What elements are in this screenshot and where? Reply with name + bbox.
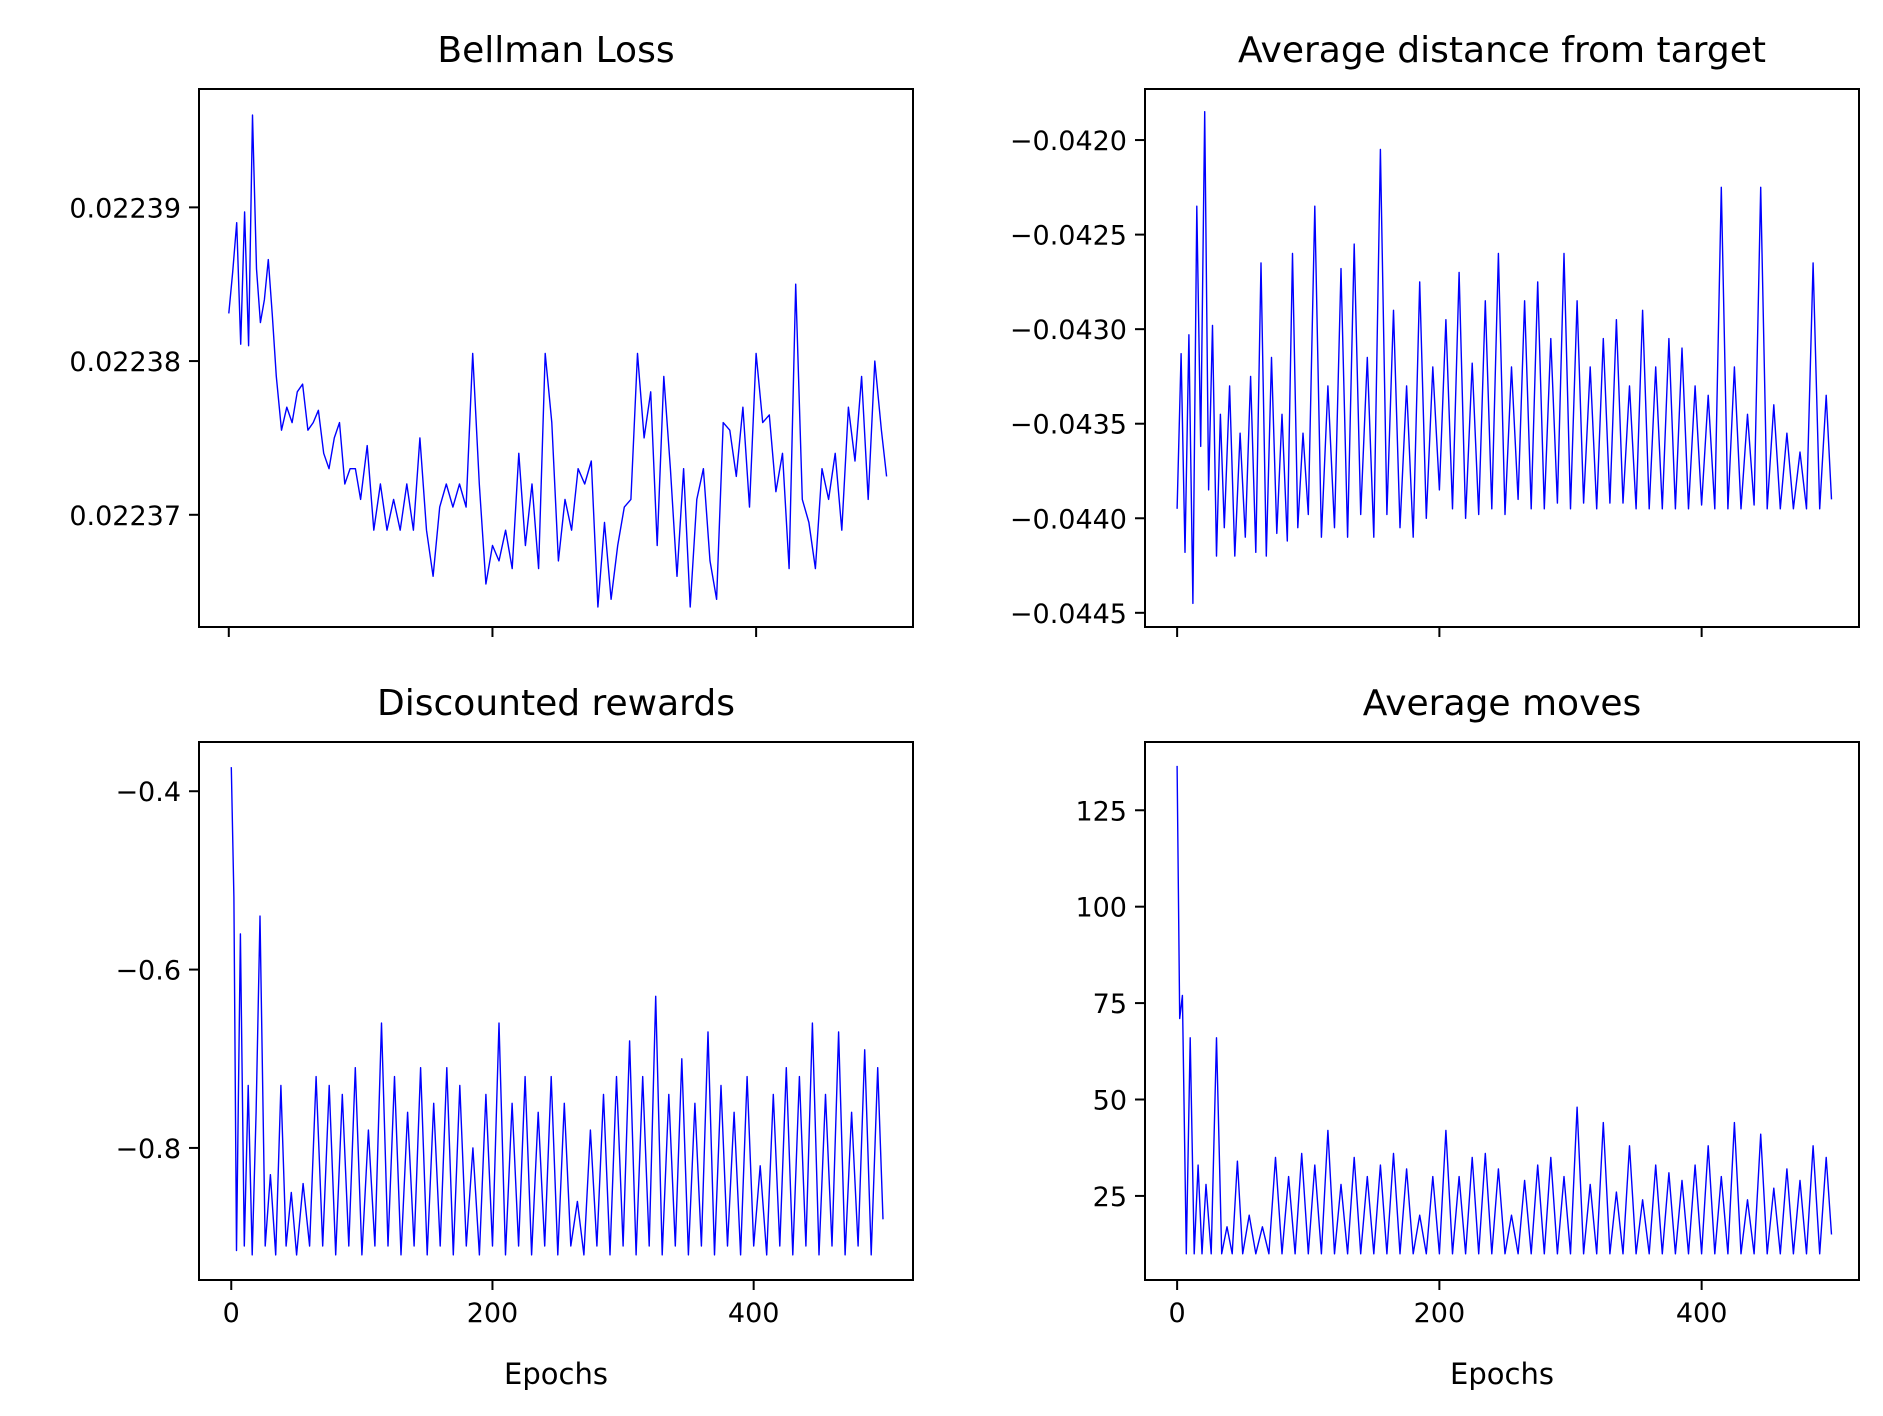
x-tick-label: 0 [223, 1298, 240, 1329]
series-line [1176, 110, 1833, 605]
plot-area-frame [1144, 741, 1860, 1281]
series-line [228, 114, 888, 608]
y-tick-label: −0.0425 [1010, 221, 1127, 252]
y-tick-label: 0.02237 [69, 501, 181, 532]
x-axis-label: Epochs [1450, 1357, 1554, 1391]
x-axis-label: Epochs [504, 1357, 608, 1391]
plot-area-frame [198, 741, 914, 1281]
panel-average-distance: Average distance from target −0.0445 −0.0… [1010, 30, 1860, 637]
x-tick-label: 200 [467, 1298, 519, 1329]
plot-area-frame [1144, 88, 1860, 628]
y-tick-label: −0.0445 [1010, 599, 1127, 630]
y-tick-label: 25 [1093, 1182, 1127, 1213]
y-tick-label: −0.6 [115, 956, 181, 987]
chart-title: Bellman Loss [437, 30, 674, 71]
panel-discounted-rewards: Discounted rewards Epochs 0 200 400 −0.8 −0.… [115, 683, 914, 1391]
y-tick-label: 50 [1093, 1086, 1127, 1117]
y-tick-label: −0.0430 [1010, 315, 1127, 346]
series-line [230, 767, 884, 1256]
series-line [1176, 765, 1833, 1255]
x-tick-label: 400 [1676, 1298, 1728, 1329]
y-tick-label: −0.4 [115, 777, 181, 808]
panel-bellman-loss: Bellman Loss 0.02237 0.02238 0.02239 [69, 30, 914, 637]
x-tick-label: 0 [1169, 1298, 1186, 1329]
x-tick-label: 200 [1414, 1298, 1466, 1329]
y-tick-label: −0.0420 [1010, 126, 1127, 157]
chart-title: Average moves [1363, 683, 1642, 724]
y-tick-label: −0.0435 [1010, 410, 1127, 441]
y-tick-label: 0.02238 [69, 347, 181, 378]
chart-title: Average distance from target [1238, 30, 1766, 71]
plot-area-frame [198, 88, 914, 628]
panel-average-moves: Average moves Epochs 0 200 400 25 50 75 100 125 [1075, 683, 1860, 1391]
y-tick-label: 75 [1093, 989, 1127, 1020]
x-tick-label: 400 [728, 1298, 780, 1329]
y-tick-label: −0.8 [115, 1134, 181, 1165]
chart-title: Discounted rewards [377, 683, 735, 724]
y-tick-label: 0.02239 [69, 193, 181, 224]
y-tick-label: 100 [1075, 893, 1127, 924]
y-tick-label: 125 [1075, 796, 1127, 827]
y-tick-label: −0.0440 [1010, 504, 1127, 535]
